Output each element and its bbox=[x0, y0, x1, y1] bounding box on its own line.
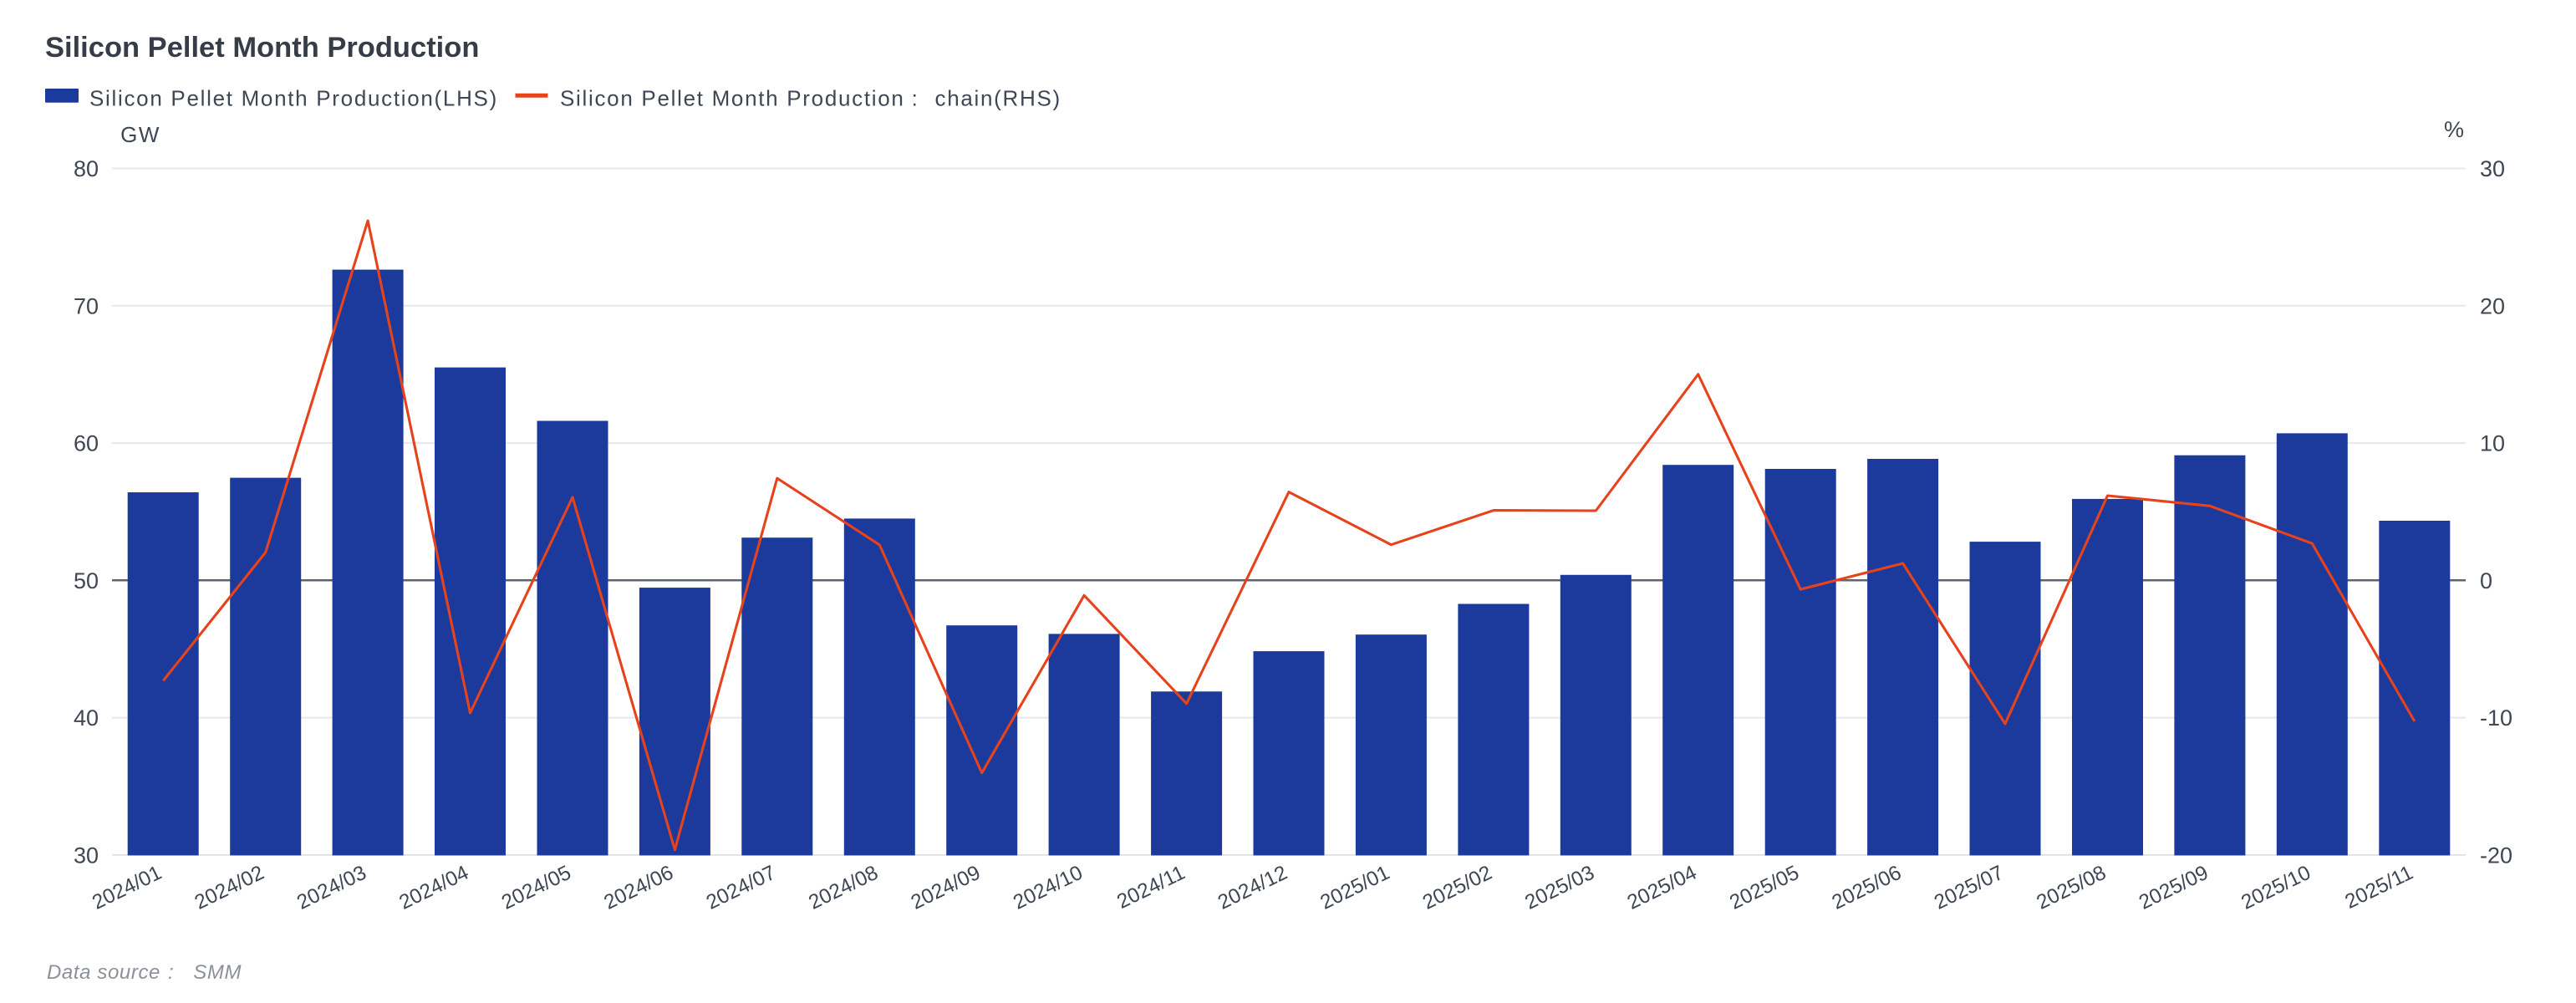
svg-text:60: 60 bbox=[74, 431, 99, 456]
svg-text:-10: -10 bbox=[2480, 705, 2512, 731]
svg-text:80: 80 bbox=[74, 156, 99, 181]
svg-text:30: 30 bbox=[2480, 156, 2505, 181]
svg-text:50: 50 bbox=[74, 568, 99, 593]
svg-text:40: 40 bbox=[74, 705, 99, 731]
svg-text:20: 20 bbox=[2480, 293, 2505, 318]
svg-text:Data source:SMM: Data source: SMM bbox=[47, 961, 242, 984]
svg-text:Silicon Pellet Month Productio: Silicon Pellet Month Production bbox=[45, 32, 479, 64]
svg-text:Silicon Pellet Month Productio: Silicon Pellet Month Production(LHS) bbox=[89, 86, 498, 111]
svg-text:10: 10 bbox=[2480, 431, 2505, 456]
svg-text:GW: GW bbox=[120, 122, 160, 147]
svg-text:%: % bbox=[2444, 117, 2464, 142]
svg-text:30: 30 bbox=[74, 843, 99, 868]
svg-text:-20: -20 bbox=[2480, 843, 2512, 868]
svg-text:70: 70 bbox=[74, 293, 99, 318]
svg-text:0: 0 bbox=[2480, 568, 2492, 593]
svg-text:Silicon Pellet Month Productio: Silicon Pellet Month Production: chain(RH… bbox=[560, 86, 1061, 111]
